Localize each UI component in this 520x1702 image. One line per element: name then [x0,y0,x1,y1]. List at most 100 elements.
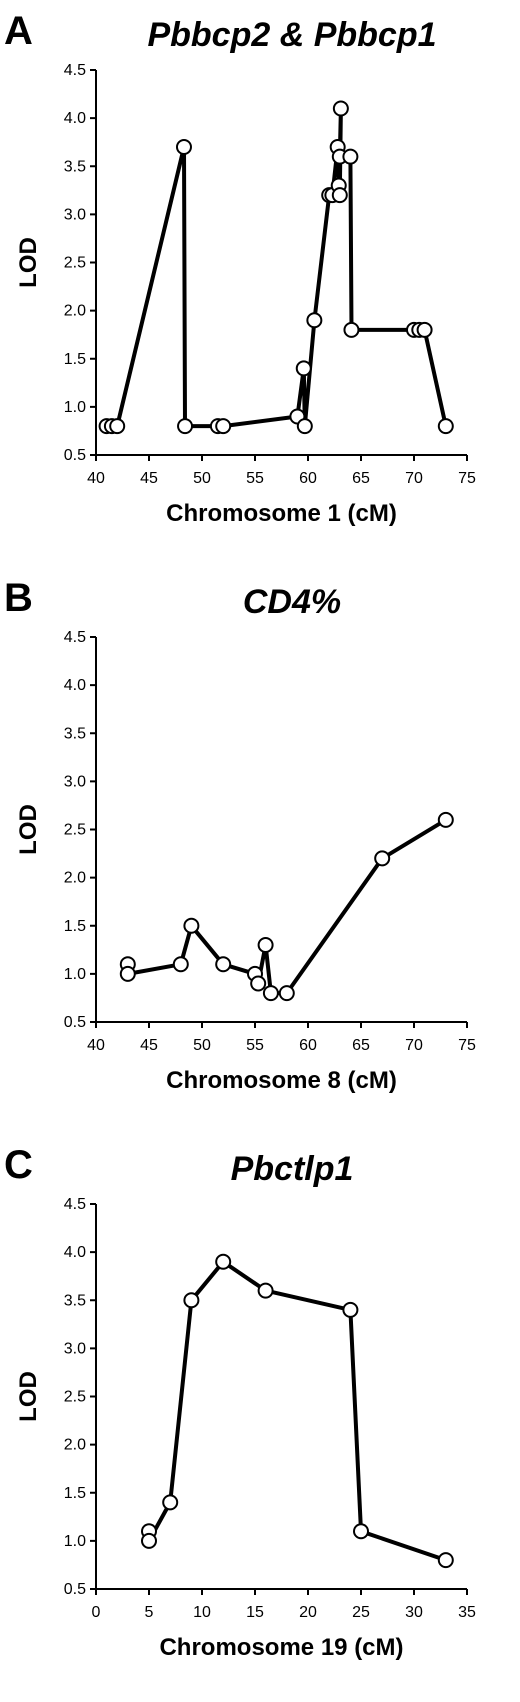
y-tick-label: 0.5 [64,1581,86,1598]
chart-title: CD4% [243,583,341,621]
y-tick-label: 4.0 [64,1244,86,1261]
y-tick-label: 2.5 [64,1389,86,1406]
data-point [437,811,454,828]
data-point [437,418,454,435]
panel-letter: B [4,576,33,620]
x-tick-label: 75 [458,1037,476,1054]
y-tick-label: 1.0 [64,399,86,416]
data-point [183,1292,200,1309]
x-axis-label: Chromosome 1 (cM) [166,500,397,527]
panel-letter: C [4,1143,33,1187]
data-point [331,187,348,204]
data-point [215,956,232,973]
y-tick-label: 4.5 [64,62,86,79]
panel-letter: A [4,9,33,53]
y-tick-label: 3.0 [64,773,86,790]
data-point [172,956,189,973]
data-point [141,1532,157,1549]
x-tick-label: 10 [193,1604,211,1621]
data-point [278,985,295,1002]
data-point [342,148,359,165]
y-tick-label: 0.5 [64,1014,86,1031]
x-tick-label: 60 [299,470,317,487]
data-point [342,1301,359,1318]
y-tick-label: 3.0 [64,1340,86,1357]
data-point [175,139,192,155]
data-point [177,418,194,435]
y-tick-label: 1.0 [64,966,86,983]
y-tick-label: 3.5 [64,158,86,175]
chart-panel-c: C Pbctlp1 0.5 1.0 1.5 2.0 2.5 3.0 3.5 4.0 4.5 0 5 10 1… [0,1134,520,1701]
chart-svg-b: B CD4% 0.5 1.0 1.5 2.0 2.5 3.0 3.5 4.0 4.5 40 45 50 55… [4,576,476,1094]
y-tick-label: 4.5 [64,1196,86,1213]
chart-svg-a: A Pbbcp2 & Pbbcp1 0.5 1.0 1.5 2.0 2.5 3.0 3.5 4.0… [4,9,476,527]
axis-lines [95,637,467,1023]
data-point [183,917,200,934]
data-point [109,418,126,435]
x-tick-label: 60 [299,1037,317,1054]
y-tick-label: 4.5 [64,629,86,646]
data-point [353,1523,369,1540]
y-axis-label: LOD [15,804,42,855]
series-line [104,106,448,429]
x-tick-label: 40 [87,1037,105,1054]
x-tick-label: 25 [352,1604,370,1621]
data-point [257,937,274,953]
x-tick-label: 30 [405,1604,423,1621]
y-tick-label: 3.5 [64,1292,86,1309]
data-point [332,100,349,117]
x-tick-label: 45 [140,470,158,487]
y-tick-label: 4.0 [64,677,86,694]
chart-title: Pbbcp2 & Pbbcp1 [147,16,436,54]
data-point [257,1282,274,1299]
chart-title: Pbctlp1 [231,1150,354,1188]
y-tick-label: 2.0 [64,870,86,887]
x-tick-label: 65 [352,470,370,487]
y-tick-label: 3.5 [64,725,86,742]
y-tick-label: 1.5 [64,351,86,368]
x-tick-label: 65 [352,1037,370,1054]
x-tick-label: 45 [140,1037,158,1054]
x-tick-label: 5 [145,1604,154,1621]
data-point [343,321,360,338]
data-point [416,321,433,338]
data-point [250,975,267,992]
x-tick-label: 0 [92,1604,101,1621]
x-tick-label: 55 [246,1037,264,1054]
y-tick-label: 3.0 [64,206,86,223]
data-point [295,360,312,377]
data-point [215,418,232,435]
y-tick-label: 2.0 [64,303,86,320]
x-tick-label: 70 [405,470,423,487]
data-point [374,850,391,867]
y-axis-label: LOD [15,1371,42,1422]
y-tick-label: 2.5 [64,822,86,839]
x-tick-label: 20 [299,1604,317,1621]
data-point [215,1253,232,1270]
x-tick-label: 35 [458,1604,476,1621]
y-axis-label: LOD [15,237,42,288]
chart-svg-c: C Pbctlp1 0.5 1.0 1.5 2.0 2.5 3.0 3.5 4.0 4.5 0 5 10 1… [4,1143,476,1661]
y-tick-label: 1.5 [64,1485,86,1502]
x-tick-label: 70 [405,1037,423,1054]
axis-lines [95,70,467,456]
y-tick-label: 2.5 [64,255,86,272]
y-tick-label: 4.0 [64,110,86,127]
y-tick-label: 1.5 [64,918,86,935]
data-point [119,965,136,982]
x-tick-label: 40 [87,470,105,487]
y-tick-label: 2.0 [64,1437,86,1454]
x-axis-label: Chromosome 8 (cM) [166,1067,397,1094]
data-point [437,1552,454,1569]
y-tick-label: 1.0 [64,1533,86,1550]
data-point [296,418,313,435]
x-tick-label: 55 [246,470,264,487]
chart-panel-b: B CD4% 0.5 1.0 1.5 2.0 2.5 3.0 3.5 4.0 4.5 40 45 50 55… [0,567,520,1134]
x-tick-label: 50 [193,1037,211,1054]
data-point [162,1494,179,1511]
data-point [262,985,279,1002]
y-tick-label: 0.5 [64,447,86,464]
x-tick-label: 75 [458,470,476,487]
x-tick-label: 15 [246,1604,264,1621]
data-point [306,312,323,329]
